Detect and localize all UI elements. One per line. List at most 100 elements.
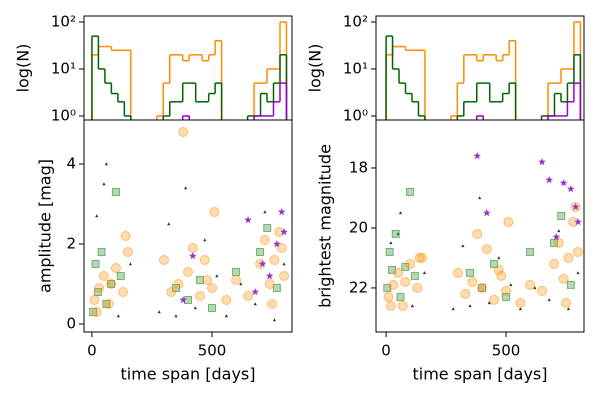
point — [178, 127, 189, 137]
histogram-riser — [385, 21, 582, 120]
point — [397, 300, 408, 311]
point — [383, 283, 392, 292]
point — [412, 282, 423, 293]
point — [267, 299, 278, 309]
point — [417, 252, 428, 263]
point — [389, 241, 393, 245]
point — [187, 243, 198, 253]
y-tick-label: 0 — [66, 315, 76, 333]
x-tick-label: 0 — [87, 342, 97, 360]
point — [199, 255, 210, 265]
point — [414, 252, 425, 263]
point — [253, 302, 257, 306]
point — [461, 244, 465, 248]
axes-frame — [375, 119, 585, 333]
point — [526, 247, 535, 256]
point — [111, 188, 120, 196]
point — [166, 287, 177, 297]
point — [273, 240, 281, 248]
point — [91, 307, 102, 317]
point — [104, 162, 108, 166]
point — [282, 262, 286, 266]
point — [400, 276, 411, 287]
point — [422, 271, 427, 275]
point — [264, 279, 275, 289]
point — [398, 211, 403, 215]
point — [244, 216, 252, 224]
point — [120, 231, 131, 241]
y-axis-label: amplitude [mag] — [36, 159, 55, 293]
x-tick-label: 500 — [492, 342, 521, 360]
point — [561, 297, 572, 308]
point — [251, 288, 260, 296]
point — [89, 295, 100, 305]
point — [460, 288, 471, 299]
point — [388, 265, 397, 274]
point — [97, 248, 106, 256]
x-tick-label: 500 — [198, 342, 227, 360]
point — [203, 238, 207, 242]
y-tick-label: 10² — [343, 12, 368, 30]
point — [110, 263, 121, 273]
point — [472, 228, 483, 239]
point — [547, 298, 551, 302]
point — [559, 178, 568, 187]
point — [553, 237, 564, 248]
point — [396, 292, 405, 301]
point — [239, 282, 243, 286]
point — [576, 271, 580, 275]
point — [388, 279, 399, 290]
y-tick-label: 10² — [51, 12, 76, 30]
y-tick-label: 10⁰ — [51, 106, 76, 124]
point — [258, 260, 267, 268]
point — [209, 207, 220, 217]
point — [574, 217, 582, 226]
point — [196, 276, 205, 284]
point — [468, 304, 472, 308]
point — [265, 272, 274, 280]
point — [179, 296, 187, 304]
y-tick-label: 4 — [66, 155, 76, 173]
point — [183, 267, 193, 277]
x-tick-label: 0 — [381, 342, 391, 360]
point — [118, 287, 129, 297]
point — [167, 222, 171, 226]
point — [545, 175, 554, 184]
point — [487, 301, 491, 305]
y-tick-label: 10⁰ — [343, 106, 368, 124]
point — [276, 243, 287, 253]
y-tick-label: 20 — [349, 218, 368, 236]
point — [478, 283, 487, 292]
point — [549, 258, 560, 269]
point — [89, 308, 98, 316]
point — [391, 229, 400, 238]
axes-frame — [375, 15, 585, 121]
point — [481, 243, 492, 254]
point — [489, 294, 500, 305]
point — [272, 284, 281, 292]
point — [221, 295, 232, 305]
point — [263, 224, 272, 232]
point — [263, 210, 267, 214]
point — [116, 272, 125, 280]
point — [103, 299, 114, 309]
point — [158, 255, 169, 265]
point — [202, 275, 213, 285]
axes-frame — [83, 119, 293, 333]
point — [94, 283, 105, 293]
point — [497, 256, 501, 260]
point — [410, 271, 419, 280]
point — [405, 258, 416, 269]
x-axis-label: time span [days] — [412, 365, 547, 384]
point — [184, 296, 192, 304]
y-axis-label: log(N) — [306, 44, 325, 93]
point — [280, 228, 288, 236]
point — [537, 285, 548, 296]
point — [383, 291, 394, 302]
point — [538, 157, 546, 166]
y-tick-label: 22 — [349, 278, 368, 296]
point — [232, 268, 241, 276]
point — [567, 184, 575, 193]
point — [128, 262, 132, 266]
